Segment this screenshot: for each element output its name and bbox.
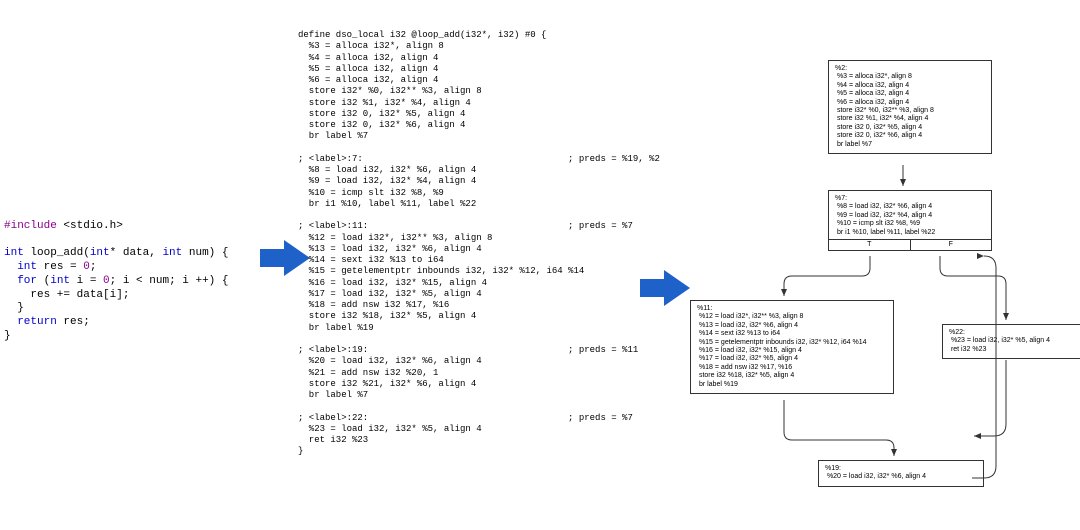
cfg-block-body: %8 = load i32, i32* %6, align 4 %9 = loa… xyxy=(835,203,985,237)
cfg-block-b19: %19: %20 = load i32, i32* %6, align 4 xyxy=(818,460,984,487)
cfg-block-label: %19: xyxy=(825,465,977,473)
cfg-block-b2: %2: %3 = alloca i32*, align 8 %4 = alloc… xyxy=(828,60,992,154)
cfg-block-label: %11: xyxy=(697,305,887,313)
cfg-block-body: %3 = alloca i32*, align 8 %4 = alloca i3… xyxy=(835,73,985,149)
cfg-block-body: %12 = load i32*, i32** %3, align 8 %13 =… xyxy=(697,313,887,389)
source-code-panel: #include <stdio.h> int loop_add(int* dat… xyxy=(4,206,228,344)
keyword-include: #include xyxy=(4,220,57,232)
cfg-block-body: %20 = load i32, i32* %6, align 4 xyxy=(825,473,977,481)
llvm-ir-panel: define dso_local i32 @loop_add(i32*, i32… xyxy=(298,30,660,458)
cfg-block-label: %7: xyxy=(835,195,985,203)
cfg-block-label: %2: xyxy=(835,65,985,73)
cfg-block-body: %23 = load i32, i32* %5, align 4 ret i32… xyxy=(949,337,1077,354)
keyword-int: int xyxy=(4,247,24,259)
header-name: <stdio.h> xyxy=(57,220,123,232)
cfg-block-b11: %11: %12 = load i32*, i32** %3, align 8 … xyxy=(690,300,894,394)
cfg-branch-labels: TF xyxy=(829,239,991,250)
cfg-block-b22: %22: %23 = load i32, i32* %5, align 4 re… xyxy=(942,324,1080,359)
cfg-block-label: %22: xyxy=(949,329,1077,337)
cfg-block-b7: %7: %8 = load i32, i32* %6, align 4 %9 =… xyxy=(828,190,992,251)
